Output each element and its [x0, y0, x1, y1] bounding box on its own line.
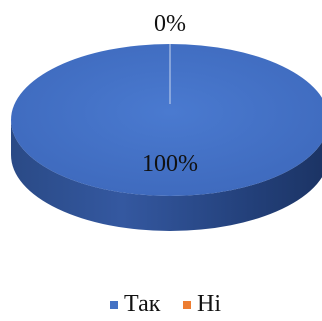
legend-swatch-ni	[183, 301, 191, 309]
pie-slice-tak	[11, 44, 322, 196]
data-label-ni: 0%	[154, 11, 186, 37]
legend-label-tak: Так	[124, 291, 161, 317]
legend-swatch-tak	[110, 301, 118, 309]
legend-label-ni: Ні	[197, 291, 221, 317]
pie-slices	[11, 44, 322, 196]
data-label-tak: 100%	[142, 151, 198, 177]
pie-side-wall	[11, 120, 322, 231]
legend: Так Ні	[110, 291, 221, 317]
